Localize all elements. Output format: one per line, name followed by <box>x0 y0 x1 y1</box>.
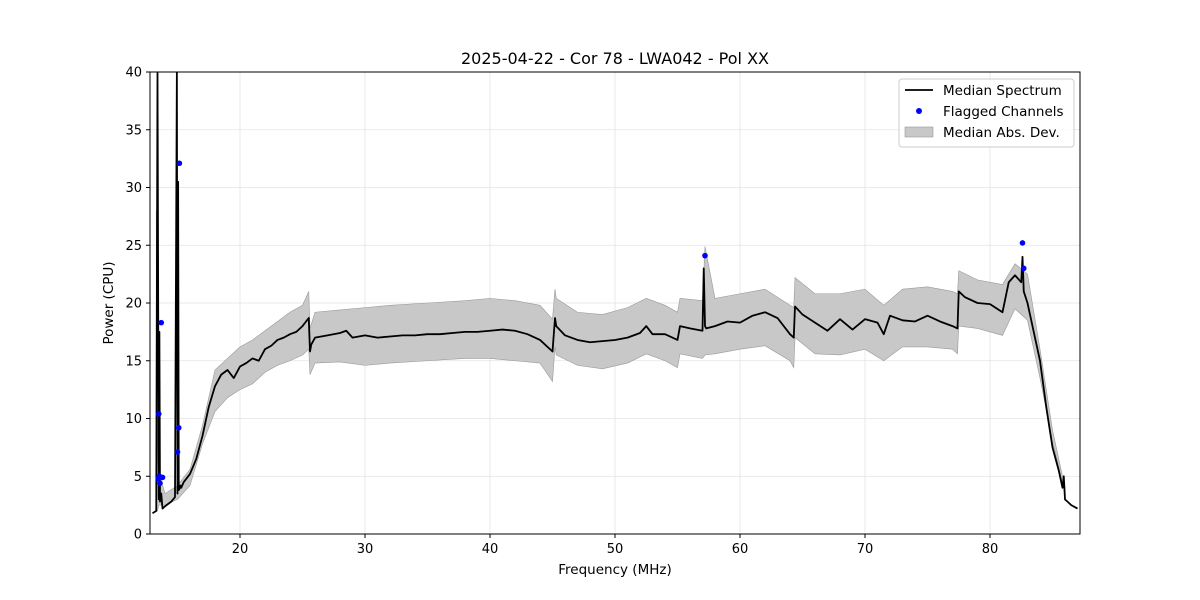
legend-flagged-label: Flagged Channels <box>943 104 1064 120</box>
median-spectrum-line <box>152 72 1078 514</box>
legend-box <box>898 78 1075 148</box>
chart-title: 2025-04-22 - Cor 78 - LWA042 - Pol XX <box>461 49 769 68</box>
x-tick-label: 50 <box>607 542 624 557</box>
flagged-channel-point <box>159 474 166 481</box>
legend-mad-swatch <box>904 126 934 138</box>
x-axis: 20 30 40 50 60 70 80 <box>232 534 999 557</box>
flagged-channel-point <box>175 424 182 431</box>
y-tick-label: 15 <box>125 354 142 369</box>
flagged-channel-point <box>1020 265 1027 272</box>
plot-area <box>152 72 1078 514</box>
x-tick-label: 30 <box>357 542 374 557</box>
x-tick-label: 80 <box>982 542 999 557</box>
x-tick-label: 70 <box>857 542 874 557</box>
y-tick-label: 40 <box>125 66 142 81</box>
y-tick-label: 25 <box>125 239 142 254</box>
legend-mad-label: Median Abs. Dev. <box>943 125 1060 141</box>
flagged-channel-point <box>158 319 165 326</box>
x-tick-label: 40 <box>482 542 499 557</box>
flagged-channel-point <box>155 411 162 417</box>
y-tick-label: 5 <box>134 470 142 485</box>
flagged-channel-point <box>174 449 181 455</box>
x-tick-label: 60 <box>732 542 749 557</box>
y-axis: 0 5 10 15 20 25 30 35 40 <box>125 66 150 543</box>
legend-median-label: Median Spectrum <box>943 83 1062 99</box>
flagged-channel-point <box>176 160 183 167</box>
y-tick-label: 0 <box>134 528 142 543</box>
flagged-channel-point <box>157 480 163 486</box>
legend: Median Spectrum Flagged Channels Median … <box>898 78 1075 148</box>
flagged-channel-point <box>702 252 708 259</box>
y-tick-label: 20 <box>125 297 142 312</box>
flagged-channel-point <box>1019 240 1026 246</box>
y-tick-label: 35 <box>125 123 142 138</box>
x-axis-label: Frequency (MHz) <box>558 562 671 578</box>
y-tick-label: 30 <box>125 181 142 196</box>
y-tick-label: 10 <box>125 412 142 427</box>
legend-flagged-swatch <box>916 108 922 114</box>
y-axis-label: Power (CPU) <box>101 261 117 344</box>
x-tick-label: 20 <box>232 542 249 557</box>
